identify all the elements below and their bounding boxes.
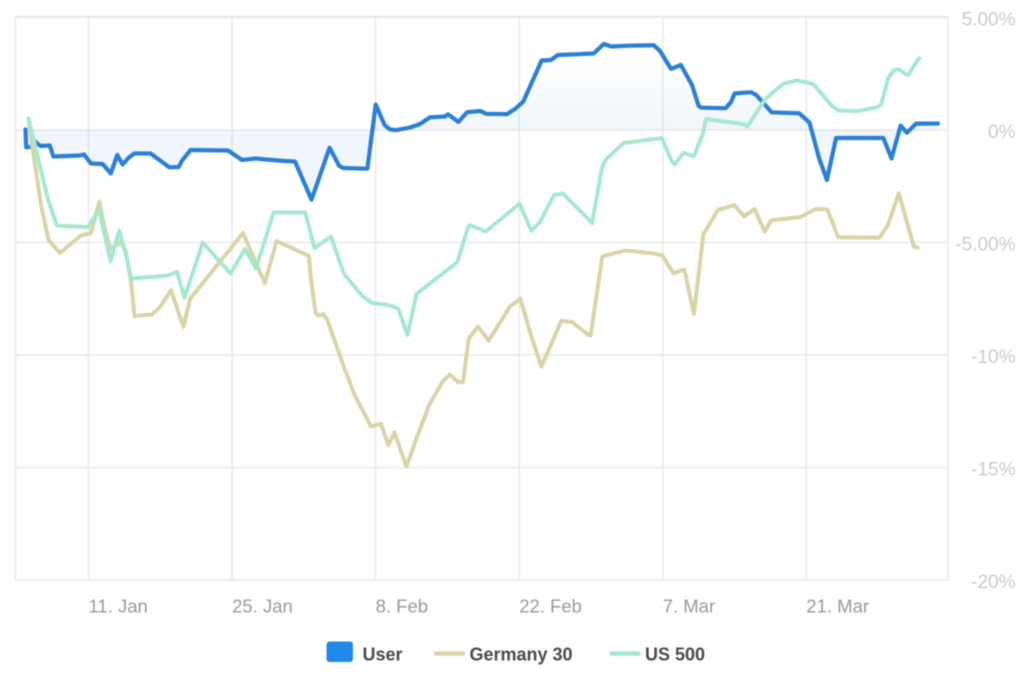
- svg-text:User: User: [363, 645, 403, 665]
- svg-text:21. Mar: 21. Mar: [806, 596, 869, 617]
- svg-text:25. Jan: 25. Jan: [232, 596, 293, 617]
- svg-text:22. Feb: 22. Feb: [519, 596, 582, 617]
- svg-text:-15%: -15%: [971, 460, 1015, 481]
- svg-text:0%: 0%: [988, 122, 1016, 143]
- svg-text:7. Mar: 7. Mar: [663, 596, 715, 617]
- svg-text:5.00%: 5.00%: [962, 10, 1016, 31]
- svg-text:-20%: -20%: [971, 572, 1015, 593]
- svg-text:8. Feb: 8. Feb: [376, 596, 428, 617]
- svg-text:Germany 30: Germany 30: [470, 645, 573, 665]
- svg-text:11. Jan: 11. Jan: [89, 596, 148, 617]
- svg-text:US 500: US 500: [645, 645, 705, 665]
- svg-text:-5.00%: -5.00%: [955, 235, 1015, 256]
- svg-text:-10%: -10%: [971, 347, 1015, 368]
